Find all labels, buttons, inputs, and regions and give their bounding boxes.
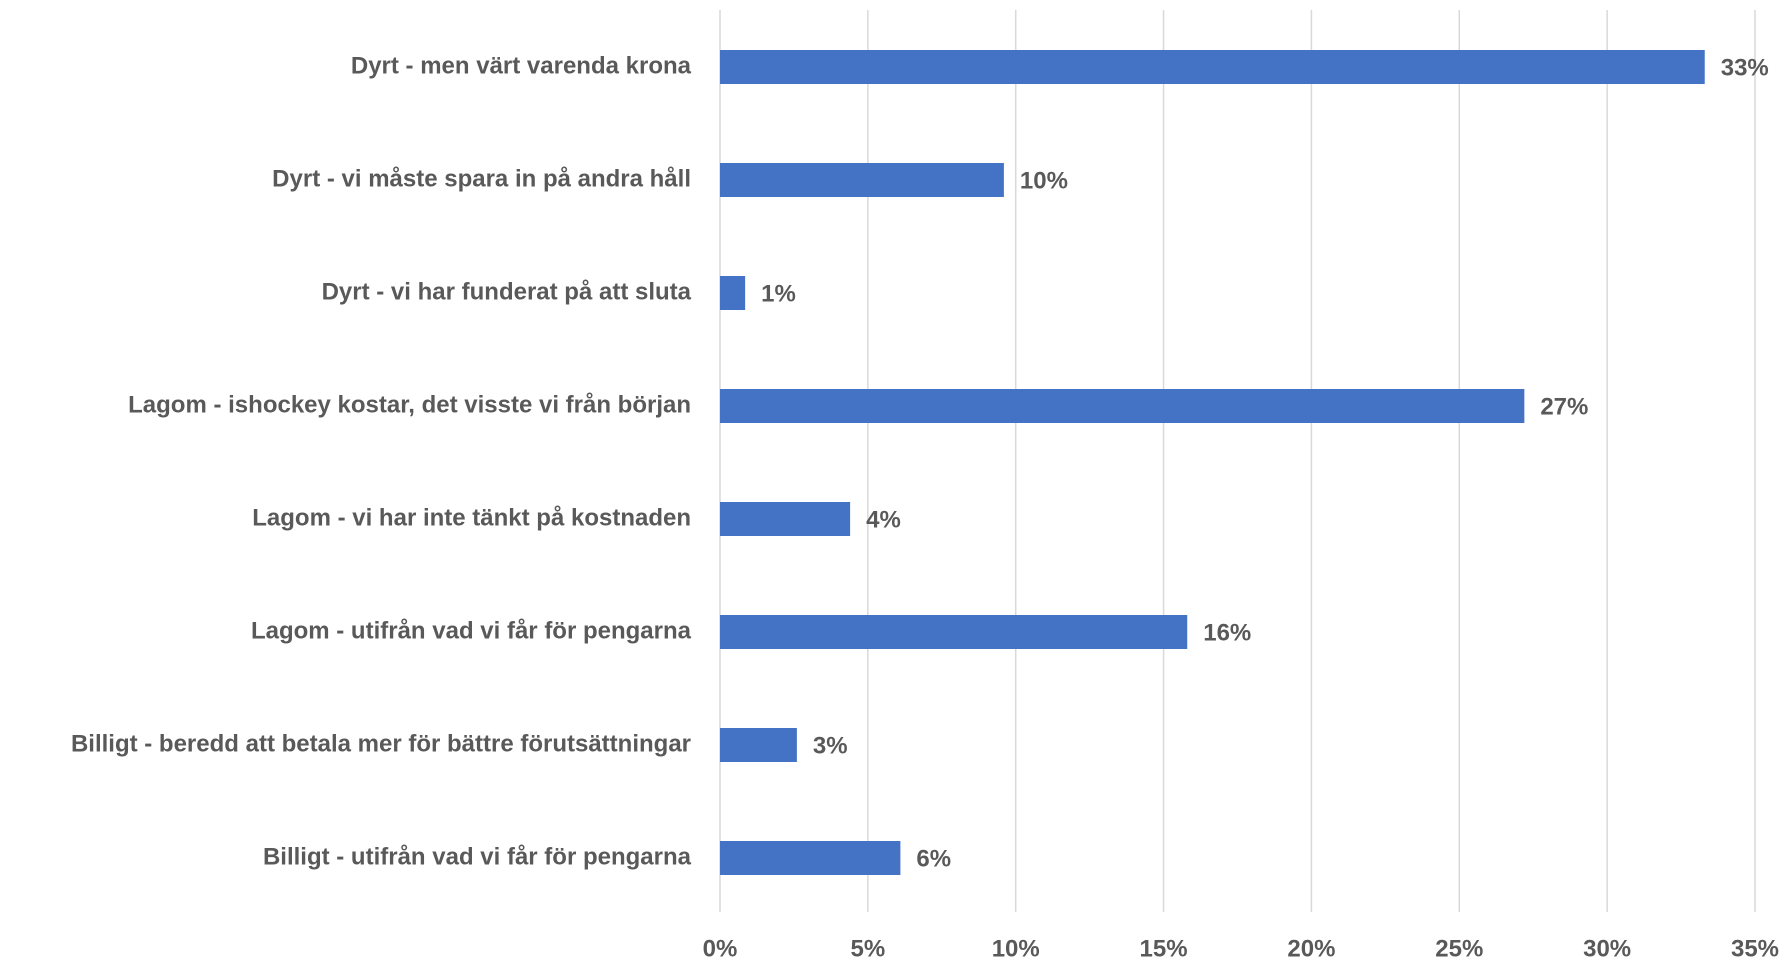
bar [720, 163, 1004, 197]
bar [720, 50, 1705, 84]
x-tick-label: 10% [992, 935, 1040, 962]
data-label: 4% [866, 506, 901, 533]
y-tick-label: Lagom - utifrån vad vi får för pengarna [251, 617, 692, 644]
x-tick-label: 5% [851, 935, 886, 962]
bar [720, 502, 851, 536]
data-label: 1% [761, 280, 796, 307]
data-label: 10% [1020, 167, 1068, 194]
data-label: 27% [1540, 393, 1588, 420]
data-label: 3% [813, 732, 848, 759]
bar [720, 728, 797, 762]
bar [720, 389, 1525, 423]
y-tick-label: Dyrt - vi måste spara in på andra håll [272, 165, 691, 192]
x-tick-label: 25% [1435, 935, 1483, 962]
bar [720, 841, 901, 875]
bar [720, 276, 746, 310]
data-label: 6% [916, 845, 951, 872]
x-tick-label: 35% [1731, 935, 1779, 962]
y-tick-label: Lagom - ishockey kostar, det visste vi f… [128, 391, 691, 418]
y-tick-label: Dyrt - men värt varenda krona [351, 52, 692, 79]
x-tick-label: 30% [1583, 935, 1631, 962]
data-label: 33% [1721, 54, 1769, 81]
y-tick-label: Dyrt - vi har funderat på att sluta [322, 278, 692, 305]
bar [720, 615, 1188, 649]
y-tick-label: Billigt - utifrån vad vi får för pengarn… [263, 843, 692, 870]
y-tick-label: Lagom - vi har inte tänkt på kostnaden [252, 504, 691, 531]
y-tick-label: Billigt - beredd att betala mer för bätt… [71, 730, 691, 757]
data-label: 16% [1203, 619, 1251, 646]
x-tick-label: 0% [703, 935, 738, 962]
x-tick-label: 15% [1140, 935, 1188, 962]
x-tick-label: 20% [1287, 935, 1335, 962]
